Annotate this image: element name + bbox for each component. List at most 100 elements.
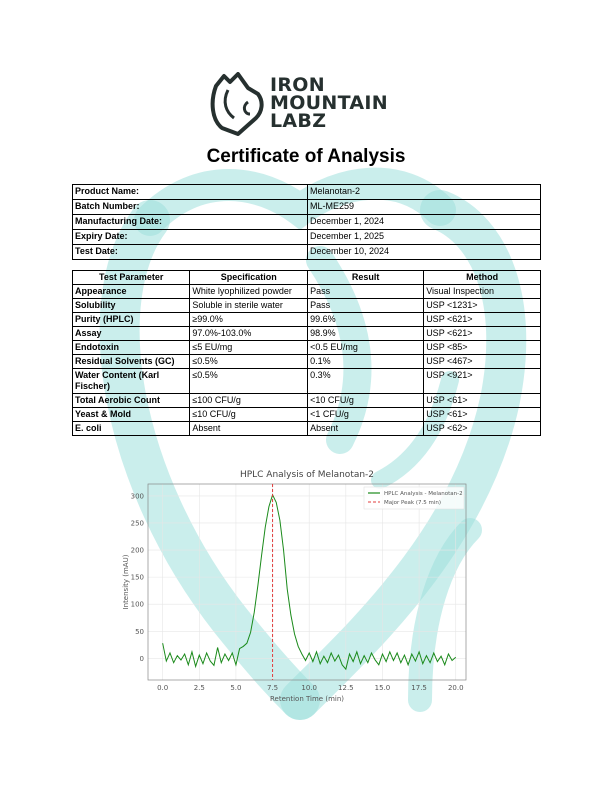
method: USP <61>: [423, 393, 541, 408]
x-tick-label: 17.5: [411, 684, 427, 692]
page-title: Certificate of Analysis: [206, 146, 406, 167]
y-tick-label: 150: [131, 574, 144, 582]
info-row: Expiry Date: December 1, 2025: [72, 229, 541, 245]
x-axis-label: Retention Time (min): [270, 695, 344, 703]
y-tick-label: 100: [131, 601, 144, 609]
info-label: Product Name:: [72, 184, 308, 200]
y-tick-label: 250: [131, 519, 144, 527]
result: 99.6%: [307, 312, 425, 327]
column-header: Specification: [189, 270, 309, 285]
y-tick-label: 0: [140, 655, 144, 663]
test-parameter: Total Aerobic Count: [71, 393, 191, 408]
method: Visual Inspection: [423, 284, 541, 299]
result: Pass: [307, 284, 425, 299]
table-row: Water Content (Karl Fischer) ≤0.5% 0.3% USP…: [71, 368, 541, 394]
chart-title: HPLC Analysis of Melanotan-2: [240, 470, 374, 480]
column-header: Method: [423, 270, 541, 285]
x-tick-label: 5.0: [230, 684, 241, 692]
test-parameter: Water Content (Karl Fischer): [71, 368, 191, 394]
hplc-chart: 0.0 2.5 5.0 7.5 10.0 12.5 15.0 17.5 20.0 0 50 100 15…: [122, 470, 467, 703]
info-value: Melanotan-2: [307, 184, 541, 200]
info-value: December 10, 2024: [307, 244, 541, 260]
specification: ≤0.5%: [189, 354, 309, 369]
specification: 97.0%-103.0%: [189, 326, 309, 341]
method: USP <621>: [423, 326, 541, 341]
result: 0.3%: [307, 368, 425, 394]
logo-line-3: LABZ: [270, 110, 327, 132]
test-parameter: Yeast & Mold: [71, 407, 191, 422]
info-value: December 1, 2025: [307, 229, 541, 245]
method: USP <621>: [423, 312, 541, 327]
info-row: Product Name: Melanotan-2: [72, 184, 541, 200]
specification: White lyophilized powder: [189, 284, 309, 299]
y-tick-label: 300: [131, 492, 144, 500]
hplc-series-line: [162, 493, 457, 671]
table-row: Purity (HPLC) ≥99.0% 99.6% USP <621>: [71, 312, 541, 327]
info-row: Test Date: December 10, 2024: [72, 244, 541, 260]
result: Absent: [307, 421, 425, 436]
company-logo: IRON MOUNTAIN LABZ: [208, 72, 408, 138]
result: 0.1%: [307, 354, 425, 369]
info-label: Test Date:: [72, 244, 308, 260]
test-parameter: Endotoxin: [71, 340, 191, 355]
table-row: Total Aerobic Count ≤100 CFU/g <10 CFU/g US…: [71, 393, 541, 408]
product-info-table: Product Name: Melanotan-2 Batch Number: ML-…: [72, 184, 541, 260]
x-tick-label: 15.0: [375, 684, 391, 692]
test-parameter: Solubility: [71, 298, 191, 313]
column-header: Result: [307, 270, 425, 285]
test-parameter: Residual Solvents (GC): [71, 354, 191, 369]
y-tick-label: 200: [131, 547, 144, 555]
info-value: December 1, 2024: [307, 214, 541, 230]
info-label: Expiry Date:: [72, 229, 308, 245]
table-row: Yeast & Mold ≤10 CFU/g <1 CFU/g USP <61>: [71, 407, 541, 422]
table-row: Endotoxin ≤5 EU/mg <0.5 EU/mg USP <85>: [71, 340, 541, 355]
x-tick-label: 20.0: [448, 684, 464, 692]
method: USP <467>: [423, 354, 541, 369]
result: Pass: [307, 298, 425, 313]
table-row: Residual Solvents (GC) ≤0.5% 0.1% USP <467>: [71, 354, 541, 369]
method: USP <62>: [423, 421, 541, 436]
plot-frame: [147, 483, 467, 681]
method: USP <61>: [423, 407, 541, 422]
legend-box: [363, 486, 465, 510]
info-row: Batch Number: ML-ME259: [72, 199, 541, 215]
x-tick-label: 2.5: [194, 684, 205, 692]
specification: Absent: [189, 421, 309, 436]
mountain-heart-icon: [210, 72, 264, 136]
table-row: Appearance White lyophilized powder Pass Vi…: [71, 284, 541, 299]
legend-label-hplc: HPLC Analysis - Melanotan-2: [384, 491, 463, 497]
logo-line-2: MOUNTAIN: [270, 92, 388, 114]
x-tick-label: 0.0: [157, 684, 168, 692]
specification: ≤100 CFU/g: [189, 393, 309, 408]
result: 98.9%: [307, 326, 425, 341]
test-parameter: Appearance: [71, 284, 191, 299]
specification: ≤5 EU/mg: [189, 340, 309, 355]
method: USP <921>: [423, 368, 541, 394]
column-header: Test Parameter: [71, 270, 191, 285]
y-tick-label: 50: [135, 628, 144, 636]
test-results-table: Test Parameter Specification Result Method …: [71, 270, 541, 436]
method: USP <1231>: [423, 298, 541, 313]
result: <0.5 EU/mg: [307, 340, 425, 355]
result: <1 CFU/g: [307, 407, 425, 422]
table-row: E. coli Absent Absent USP <62>: [71, 421, 541, 436]
specification: Soluble in sterile water: [189, 298, 309, 313]
method: USP <85>: [423, 340, 541, 355]
info-label: Manufacturing Date:: [72, 214, 308, 230]
specification: ≥99.0%: [189, 312, 309, 327]
x-tick-label: 10.0: [301, 684, 317, 692]
test-parameter: E. coli: [71, 421, 191, 436]
info-label: Batch Number:: [72, 199, 308, 215]
x-tick-label: 7.5: [267, 684, 278, 692]
info-value: ML-ME259: [307, 199, 541, 215]
table-row: Assay 97.0%-103.0% 98.9% USP <621>: [71, 326, 541, 341]
specification: ≤0.5%: [189, 368, 309, 394]
specification: ≤10 CFU/g: [189, 407, 309, 422]
y-axis-label: Intensity (mAU): [122, 554, 130, 609]
x-tick-label: 12.5: [338, 684, 354, 692]
info-row: Manufacturing Date: December 1, 2024: [72, 214, 541, 230]
test-parameter: Assay: [71, 326, 191, 341]
logo-line-1: IRON: [270, 74, 325, 96]
test-parameter: Purity (HPLC): [71, 312, 191, 327]
